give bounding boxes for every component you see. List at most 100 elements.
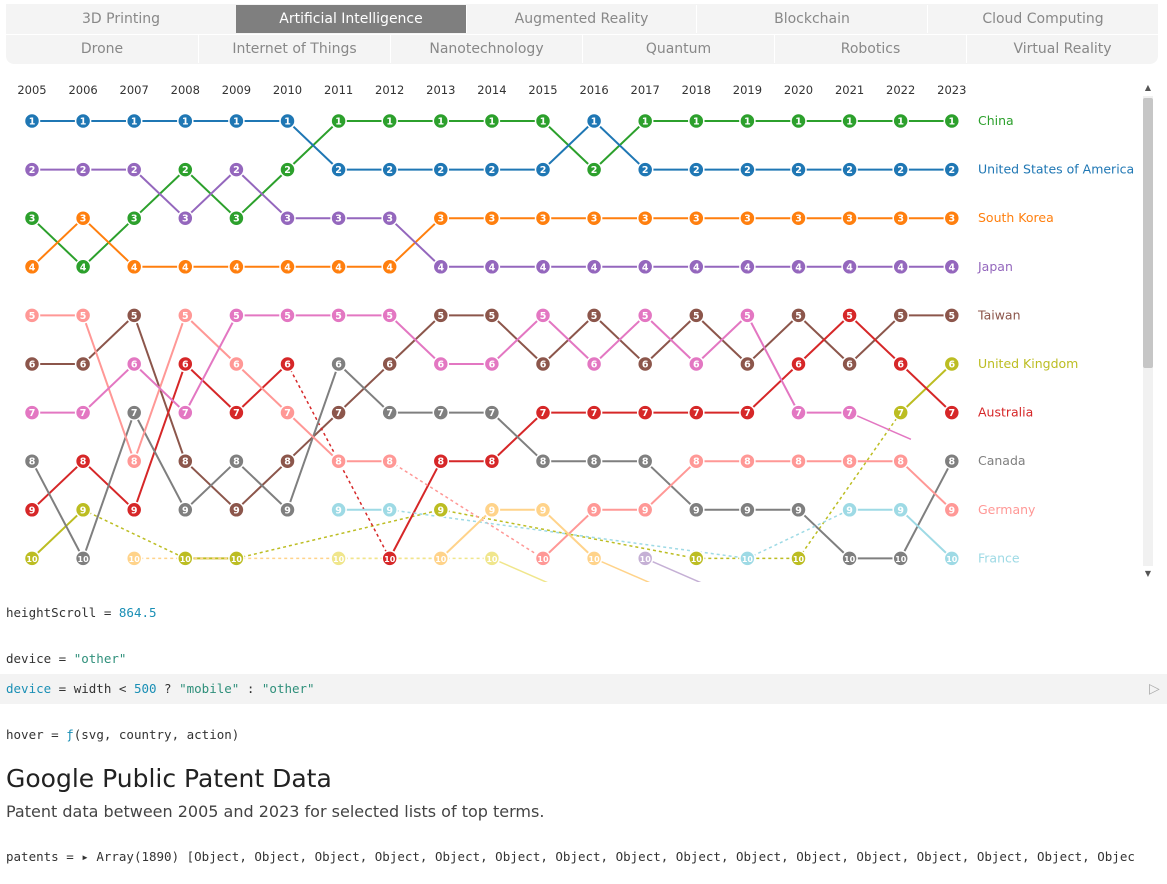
tab-virtual-reality[interactable]: Virtual Reality xyxy=(966,35,1158,63)
rank-point xyxy=(177,258,194,276)
rank-point-label: 1 xyxy=(642,117,649,128)
rank-point-label: 3 xyxy=(795,214,802,225)
rank-point-label: 4 xyxy=(233,262,240,273)
rank-point xyxy=(330,161,347,178)
rank-point-label: 5 xyxy=(897,311,904,322)
tab-drone[interactable]: Drone xyxy=(80,41,124,57)
tab-robotics[interactable]: Robotics xyxy=(774,35,966,63)
rank-point-label: 4 xyxy=(948,262,955,273)
scroll-thumb[interactable] xyxy=(1143,98,1153,368)
scroll-up-arrow-icon[interactable]: ▲ xyxy=(1144,83,1152,92)
selected-cell-device-definition[interactable] xyxy=(0,674,1167,704)
rank-point-label: 2 xyxy=(846,165,853,176)
rank-point-label: 7 xyxy=(897,408,904,419)
series-segment xyxy=(184,314,238,414)
rank-point-label: 1 xyxy=(80,117,87,128)
rank-point-label: 1 xyxy=(795,117,802,128)
tab-cloud-computing[interactable]: Cloud Computing xyxy=(927,5,1158,33)
rank-point xyxy=(381,501,398,519)
rank-point xyxy=(483,209,501,227)
rank-point xyxy=(432,112,450,130)
tab-augmented-reality[interactable]: Augmented Reality xyxy=(466,5,696,33)
series-segment xyxy=(491,411,544,462)
rank-point xyxy=(279,452,296,470)
series-gap-segment xyxy=(389,460,544,560)
year-tick-label: 2018 xyxy=(682,83,711,97)
rank-point xyxy=(228,452,245,470)
expand-arrow-icon[interactable]: ▸ xyxy=(81,849,89,864)
rank-point-label: 2 xyxy=(182,165,189,176)
series-segment xyxy=(133,168,186,219)
rank-point-label: 5 xyxy=(795,311,802,322)
rank-point-label: 10 xyxy=(895,555,907,564)
cell-text: patents = xyxy=(6,849,82,864)
rank-point-label: 4 xyxy=(489,262,496,273)
rank-point xyxy=(688,209,705,227)
cell-patents[interactable]: patents = ▸ Array(1890) [Object, Object,… xyxy=(6,849,1135,864)
rank-point-label: 6 xyxy=(642,360,649,371)
series-segment xyxy=(746,314,800,365)
series-segment xyxy=(184,460,238,511)
year-tick-label: 2020 xyxy=(784,83,813,97)
run-cell-icon[interactable]: ▷ xyxy=(1149,681,1160,697)
rank-point xyxy=(943,161,961,178)
scroll-down-arrow-icon[interactable]: ▼ xyxy=(1144,569,1152,578)
tab-quantum[interactable]: Quantum xyxy=(582,35,774,63)
rank-point xyxy=(841,209,858,227)
rank-point-label: 7 xyxy=(642,408,649,419)
cell-device-definition[interactable]: device = width < 500 ? "mobile" : "other… xyxy=(6,681,315,696)
rank-point xyxy=(228,209,245,227)
series-segment xyxy=(900,363,953,414)
tab-nanotechnology[interactable]: Nanotechnology xyxy=(390,35,582,63)
rank-point-label: 2 xyxy=(540,165,547,176)
tab-blockchain[interactable]: Blockchain xyxy=(696,5,927,33)
rank-point-label: 4 xyxy=(182,262,189,273)
tab-internet-of-things[interactable]: Internet of Things xyxy=(198,35,390,63)
series-segment xyxy=(31,509,84,560)
rank-point-label: 9 xyxy=(182,505,189,516)
series-segment xyxy=(899,460,953,559)
series-gap-segment xyxy=(236,509,441,560)
rank-point xyxy=(534,112,552,130)
year-tick-label: 2006 xyxy=(68,83,97,97)
rank-point xyxy=(228,258,245,276)
rank-point xyxy=(534,550,552,567)
rank-point-label: 8 xyxy=(131,457,138,468)
rank-point xyxy=(74,452,92,470)
rank-point xyxy=(177,404,194,421)
tab-3d-printing[interactable]: 3D Printing xyxy=(82,11,160,27)
rank-point-label: 3 xyxy=(948,214,955,225)
series-segment xyxy=(388,460,442,559)
rank-point-label: 1 xyxy=(131,117,138,128)
rank-point-label: 7 xyxy=(80,408,87,419)
rank-point xyxy=(534,501,552,519)
rank-point xyxy=(381,161,398,178)
rank-point xyxy=(483,452,501,470)
rank-point-label: 8 xyxy=(437,457,444,468)
cell-device-value[interactable]: device = "other" xyxy=(6,651,126,666)
rank-point xyxy=(432,501,450,519)
rank-point xyxy=(330,404,347,421)
year-tick-label: 2021 xyxy=(835,83,864,97)
series-segment xyxy=(82,412,136,559)
rank-point-label: 3 xyxy=(80,214,87,225)
rank-point-label: 9 xyxy=(540,505,547,516)
rank-point xyxy=(23,161,41,178)
cell-hover[interactable]: hover = ƒ(svg, country, action) xyxy=(6,727,239,742)
rank-point xyxy=(279,355,296,373)
tab-artificial-intelligence[interactable]: Artificial Intelligence xyxy=(236,5,466,33)
rank-point xyxy=(23,209,41,227)
rank-point-label: 10 xyxy=(589,555,601,564)
cell-heightscroll[interactable]: heightScroll = 864.5 xyxy=(6,605,157,620)
rank-point-label: 6 xyxy=(948,360,955,371)
rank-point-label: 5 xyxy=(591,311,598,322)
chart-scrollbar[interactable]: ▲ ▼ xyxy=(1141,82,1155,580)
rank-point-label: 2 xyxy=(29,165,36,176)
year-tick-label: 2017 xyxy=(631,83,660,97)
series-segment xyxy=(337,363,391,414)
rank-point xyxy=(943,452,961,470)
rank-point xyxy=(279,258,296,276)
series-segment xyxy=(133,363,186,414)
rank-point-label: 9 xyxy=(437,505,444,516)
rank-point xyxy=(790,355,807,373)
